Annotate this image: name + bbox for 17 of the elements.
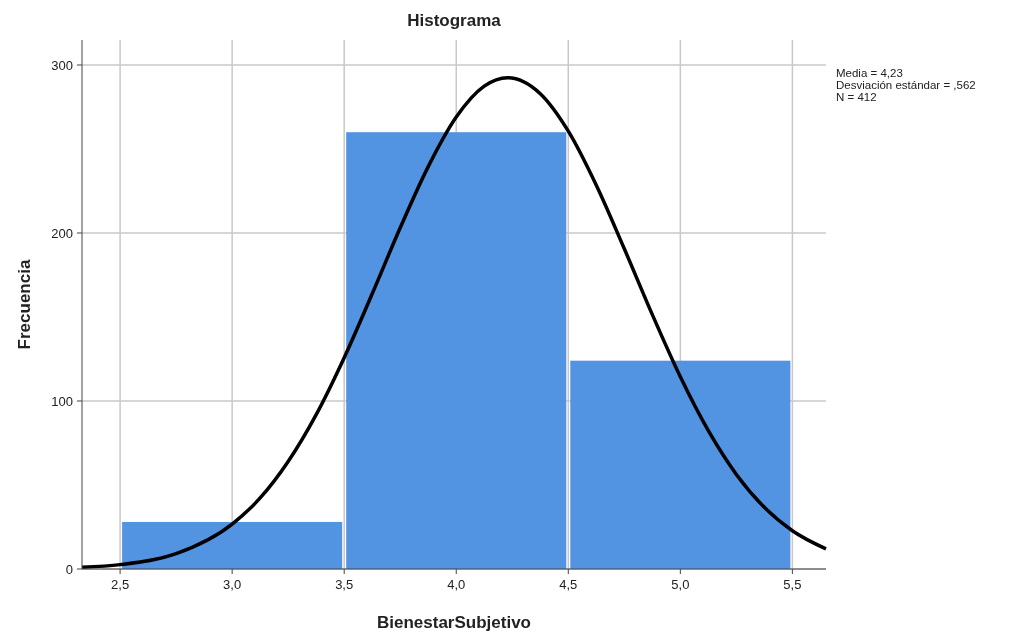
x-tick-label: 4,5 — [559, 577, 578, 592]
chart-title: Histograma — [407, 11, 502, 30]
text: Desviación estándar = ,562 — [836, 79, 976, 91]
x-tick-label: 5,5 — [783, 577, 802, 592]
x-axis-title: BienestarSubjetivo — [377, 613, 531, 632]
x-tick-label: 4,0 — [447, 577, 466, 592]
y-tick-label: 0 — [65, 562, 73, 577]
x-tick-label: 3,0 — [223, 577, 242, 592]
x-tick-label: 3,5 — [335, 577, 354, 592]
text: N = 412 — [836, 91, 877, 103]
y-tick-label: 200 — [51, 226, 73, 241]
y-tick-label: 300 — [51, 58, 73, 73]
x-tick-label: 5,0 — [671, 577, 690, 592]
text: Media = 4,23 — [836, 67, 903, 79]
y-tick-label: 100 — [51, 394, 73, 409]
x-tick-label: 2,5 — [111, 577, 130, 592]
y-axis-title: Frecuencia — [15, 259, 34, 350]
